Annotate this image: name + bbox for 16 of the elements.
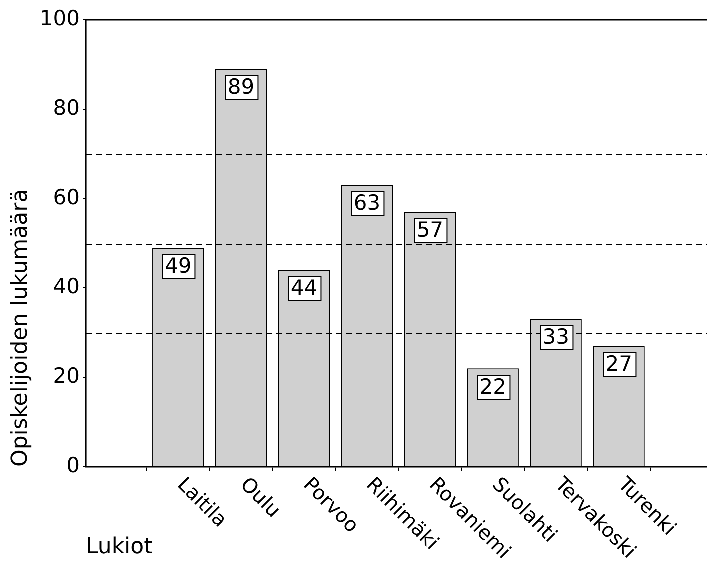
data-label: 89 xyxy=(228,74,255,99)
data-label: 44 xyxy=(290,276,318,300)
data-label: 27 xyxy=(606,352,632,376)
data-label: 49 xyxy=(164,254,192,278)
y-tick-label: 100 xyxy=(40,6,80,30)
y-axis-title: Opiskelijoiden lukumäärä xyxy=(8,189,33,467)
x-axis-title: Lukiot xyxy=(86,534,154,560)
data-label: 57 xyxy=(416,218,444,242)
y-tick-label: 0 xyxy=(66,453,80,478)
y-tick-label: 80 xyxy=(53,96,80,120)
data-label: 33 xyxy=(542,324,570,349)
y-tick-label: 60 xyxy=(53,185,80,210)
y-tick-label: 40 xyxy=(53,274,80,299)
y-tick-label: 20 xyxy=(53,364,80,388)
data-label: 63 xyxy=(354,190,381,215)
data-label: 22 xyxy=(480,374,507,399)
